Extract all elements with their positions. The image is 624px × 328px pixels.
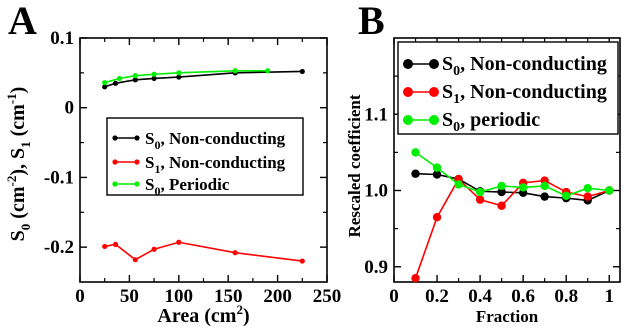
data-point <box>411 273 420 283</box>
y-axis-label: S0 (cm-2), S1 (cm-1) <box>4 87 33 242</box>
x-tick-label: 0.6 <box>511 286 535 307</box>
legend-label: S0, Non-conducting <box>145 129 286 152</box>
data-point <box>232 68 238 74</box>
x-tick-label: 0.2 <box>425 286 449 307</box>
legend-box <box>106 117 304 196</box>
data-point <box>151 75 157 82</box>
y-tick-label: 0.9 <box>364 257 388 278</box>
data-point <box>112 241 119 247</box>
x-tick-label: 0.4 <box>468 286 492 307</box>
legend-marker <box>429 115 439 125</box>
plot-frame <box>393 37 621 283</box>
data-point <box>432 212 442 222</box>
legend-label: S1, Non-conducting <box>442 81 607 107</box>
legend-marker <box>134 181 140 187</box>
series-1 <box>411 174 614 283</box>
series-line <box>414 177 610 279</box>
y-tick-label: 1.1 <box>364 104 388 125</box>
data-point <box>132 257 138 263</box>
data-point <box>454 180 463 189</box>
legend-marker <box>112 159 118 165</box>
y-tick-label: 1.0 <box>364 181 388 202</box>
data-point <box>540 181 549 191</box>
x-tick-label: 50 <box>120 286 139 307</box>
legend-marker <box>403 115 413 125</box>
data-point <box>112 80 119 86</box>
data-point <box>432 170 442 179</box>
data-point <box>540 192 549 201</box>
y-tick-label: -0.2 <box>44 237 74 258</box>
data-point <box>583 192 592 201</box>
data-point <box>605 186 614 195</box>
y-tick-label: -0.1 <box>44 167 74 188</box>
data-point <box>102 80 108 86</box>
data-point <box>116 75 123 82</box>
series-1 <box>102 239 305 264</box>
y-tick-label: 0 <box>65 98 75 119</box>
data-point <box>561 191 571 201</box>
x-tick-label: 0 <box>75 286 85 307</box>
data-point <box>497 187 506 197</box>
data-point <box>176 74 182 80</box>
x-tick-label: 100 <box>165 286 194 307</box>
x-tick-label: 0 <box>389 286 399 307</box>
panel-letter: B <box>358 0 385 43</box>
legend-label: S0, Non-conducting <box>442 53 607 79</box>
data-point <box>151 71 157 77</box>
x-tick-label: 200 <box>263 286 292 307</box>
x-tick-label: 0.8 <box>554 286 578 307</box>
legend-label: S0, Periodic <box>145 175 230 198</box>
y-tick-label: 0.1 <box>50 28 74 49</box>
x-tick-label: 250 <box>313 286 342 307</box>
x-tick-label: 150 <box>214 286 243 307</box>
legend-label: S1, Non-conducting <box>145 153 286 176</box>
x-tick-label: 1 <box>604 286 614 307</box>
data-point <box>475 187 485 197</box>
data-point <box>132 77 138 83</box>
y-axis-label: Rescaled coefficient <box>345 94 364 237</box>
panel-b: B 0 0.2 0.4 0.6 0.8 1 0.9 1.0 1.1 Fraction Rescaled… <box>345 0 621 326</box>
data-point <box>232 250 238 256</box>
series-2 <box>411 148 614 201</box>
legend-marker <box>429 59 439 69</box>
data-point <box>411 148 420 157</box>
data-point <box>583 184 592 193</box>
legend-marker <box>403 59 413 69</box>
panel-letter: A <box>8 0 37 43</box>
legend-marker <box>112 135 118 141</box>
data-point <box>176 239 182 245</box>
legend-marker <box>112 181 118 187</box>
legend-marker <box>403 87 413 97</box>
data-point <box>299 68 305 75</box>
series-2 <box>102 68 271 86</box>
data-point <box>411 169 420 178</box>
data-point <box>475 195 485 204</box>
x-axis-label: Fraction <box>476 307 539 326</box>
data-point <box>265 68 271 74</box>
data-point <box>102 84 108 90</box>
data-point <box>518 183 528 192</box>
x-axis-label: Area (cm2) <box>157 302 249 327</box>
legend-label: S0, periodic <box>442 109 540 135</box>
data-point <box>432 163 442 172</box>
data-point <box>176 70 182 76</box>
series-line <box>415 151 610 197</box>
legend-marker <box>134 135 140 141</box>
data-point <box>132 73 138 79</box>
data-point <box>102 243 108 250</box>
legend-marker <box>429 87 439 97</box>
data-point <box>299 258 305 264</box>
panel-a: A 0 50 100 150 200 250 -0.2 -0.1 0 0.1 Area (cm2) S0… <box>4 0 341 327</box>
data-point <box>497 201 506 210</box>
legend-marker <box>134 159 140 165</box>
data-point <box>151 246 157 252</box>
data-point <box>497 181 506 191</box>
